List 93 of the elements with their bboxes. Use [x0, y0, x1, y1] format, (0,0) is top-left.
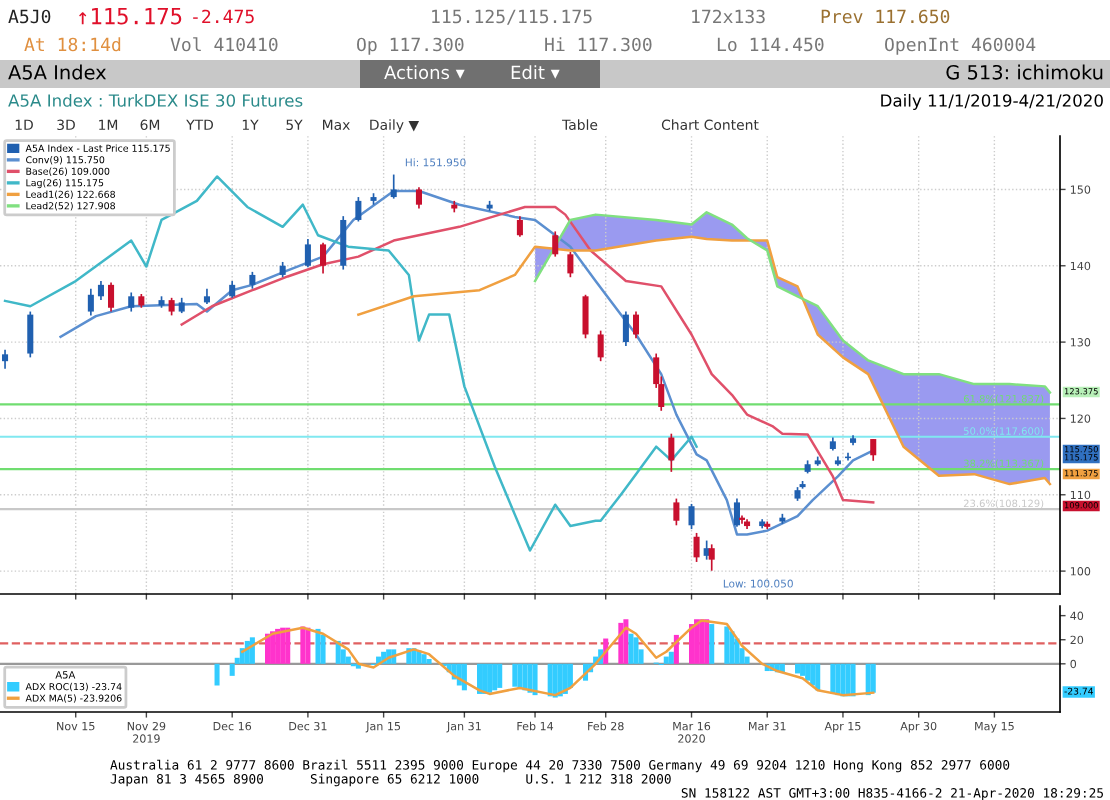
bar — [689, 624, 695, 664]
bar — [805, 663, 811, 681]
candlestick — [415, 186, 422, 210]
bar — [340, 649, 346, 664]
bar — [704, 619, 710, 664]
bar — [214, 663, 220, 686]
text: 172x133 — [692, 9, 765, 24]
bar — [229, 663, 235, 676]
candlestick — [390, 173, 397, 200]
candlestick — [340, 215, 347, 271]
text: A5J0 — [8, 9, 51, 24]
candlestick — [870, 438, 877, 462]
bar — [421, 654, 427, 664]
bar — [709, 624, 715, 664]
chart-title: A5A Index : TurkDEX ISE 30 Futures — [8, 93, 303, 107]
bar — [527, 663, 533, 693]
bar — [628, 633, 634, 664]
bar — [865, 663, 871, 696]
bar — [547, 663, 553, 697]
bar — [280, 627, 286, 664]
text: Prev 117.650 — [821, 9, 950, 24]
bar — [285, 627, 291, 664]
bar — [492, 663, 498, 691]
candlestick — [668, 432, 675, 473]
candlestick — [733, 497, 740, 528]
bar — [552, 663, 558, 698]
bar — [517, 663, 523, 688]
bar — [532, 663, 538, 696]
bar — [512, 663, 518, 687]
bar — [850, 663, 856, 697]
text: -2.475 — [193, 9, 254, 24]
text: Actions ▾ — [384, 65, 465, 80]
bar — [744, 656, 750, 664]
candlestick — [673, 497, 680, 527]
candlestick — [320, 242, 327, 275]
candlestick — [97, 280, 104, 301]
candlestick — [304, 238, 311, 269]
bar — [663, 656, 669, 664]
candlestick — [516, 215, 523, 238]
candlestick — [108, 281, 115, 313]
text: Hi 117.300 — [545, 37, 652, 52]
candlestick — [622, 310, 629, 347]
candlestick — [708, 543, 715, 572]
bar — [870, 663, 876, 693]
candlestick — [2, 348, 9, 370]
bar — [300, 626, 306, 664]
bar — [845, 663, 851, 697]
text: 115.125/115.175 — [432, 9, 592, 25]
candlestick — [582, 293, 589, 340]
bar — [835, 663, 841, 696]
candlestick — [87, 287, 94, 317]
bar — [800, 663, 806, 676]
bar — [795, 663, 801, 674]
text: Vol 410410 — [170, 37, 278, 52]
line-series — [357, 235, 1052, 486]
bar — [840, 663, 846, 697]
bar — [729, 631, 735, 664]
bar — [618, 622, 624, 664]
line-series — [533, 211, 1052, 394]
bar — [810, 663, 816, 686]
text: Lo 114.450 — [717, 37, 824, 52]
chart-subtitle: Daily 11/1/2019-4/21/2020 — [881, 93, 1103, 111]
bar — [668, 651, 674, 664]
candlestick — [632, 310, 640, 340]
candlestick — [27, 310, 34, 359]
text: OpenInt 460004 — [885, 37, 1036, 55]
line-series — [241, 619, 875, 697]
bar — [497, 663, 503, 688]
bar — [320, 634, 326, 664]
candlestick — [552, 230, 559, 258]
bar — [830, 663, 836, 694]
bar — [724, 626, 730, 664]
candlestick — [128, 291, 135, 313]
line-series — [180, 205, 875, 504]
candlestick — [688, 503, 695, 530]
bar — [734, 638, 740, 664]
candlestick — [567, 251, 574, 279]
bar — [305, 627, 311, 664]
candlestick — [693, 532, 700, 563]
candlestick — [355, 196, 362, 223]
text: A5A Index — [8, 64, 107, 80]
bar — [633, 637, 639, 664]
text: Op 117.300 — [357, 37, 464, 55]
candlestick — [597, 329, 604, 363]
text: At 18:14d — [24, 37, 121, 52]
bar — [345, 656, 351, 664]
text: G 513: ichimoku — [946, 64, 1103, 80]
line-series — [3, 175, 698, 552]
bar — [623, 619, 629, 664]
text: ↑115.175 — [79, 7, 182, 25]
bar — [815, 663, 821, 691]
bar — [315, 628, 321, 664]
text: Edit ▾ — [511, 65, 560, 80]
